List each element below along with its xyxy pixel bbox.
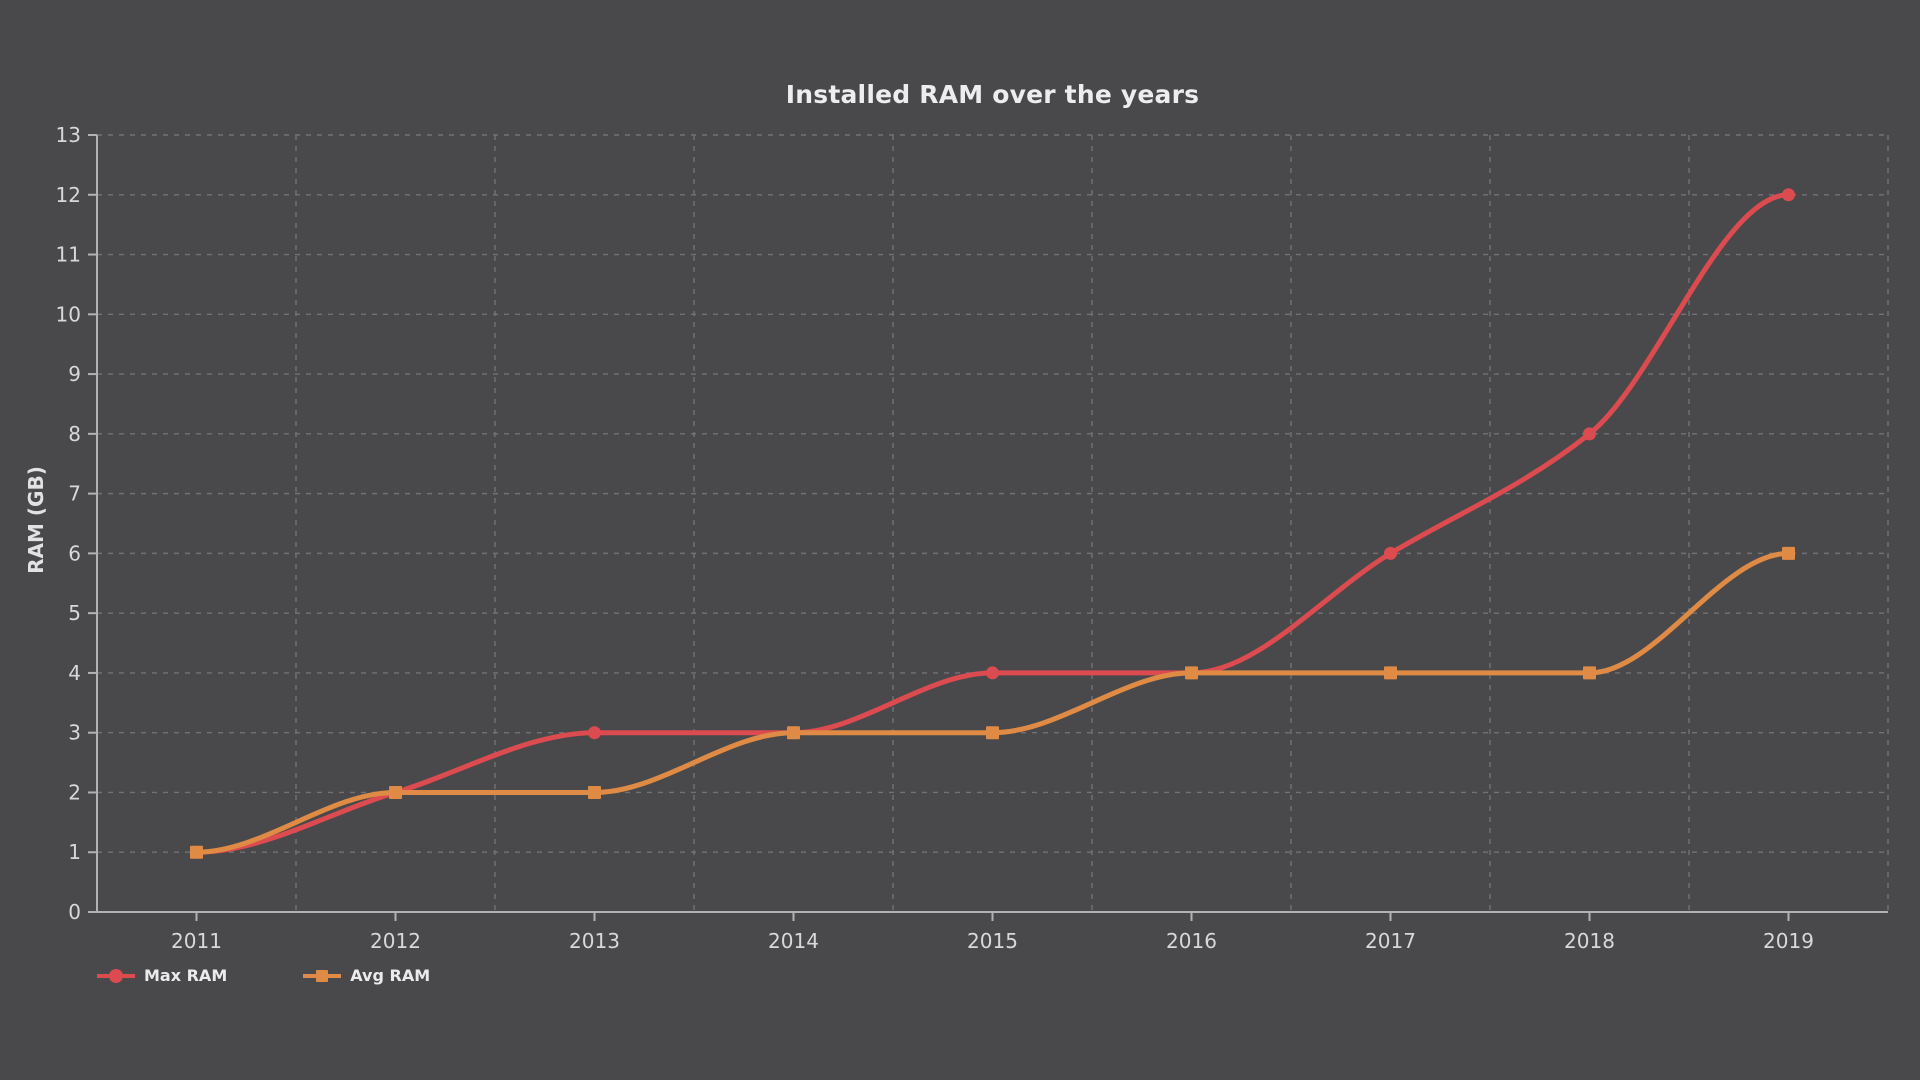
y-tick-label: 1 (68, 840, 81, 864)
series-max-ram-marker (1384, 546, 1397, 560)
x-tick-label: 2014 (768, 929, 819, 953)
series-avg-ram-marker (787, 726, 800, 740)
avg-ram-legend-marker-icon (303, 969, 342, 982)
y-tick-label: 0 (68, 900, 81, 924)
series-avg-ram-marker (1583, 666, 1596, 680)
series-max-ram-marker (986, 666, 999, 680)
y-tick-label: 11 (56, 243, 81, 267)
series-avg-ram-line (194, 550, 1791, 855)
series-max-ram-line (194, 192, 1791, 855)
legend-item-avg-ram[interactable]: Avg RAM (303, 966, 430, 985)
y-tick-label: 13 (56, 123, 81, 147)
x-tick-label: 2018 (1564, 929, 1615, 953)
y-tick-label: 3 (68, 721, 81, 745)
series-avg-ram-marker (986, 726, 999, 740)
series-avg-ram-marker (190, 845, 203, 859)
chart-title: Installed RAM over the years (785, 80, 1200, 109)
x-tick-label: 2017 (1365, 929, 1416, 953)
y-tick-label: 9 (68, 362, 81, 386)
series-avg-ram (190, 546, 1795, 859)
y-tick-label: 5 (68, 601, 81, 625)
y-tick-label: 6 (68, 541, 81, 565)
series-avg-ram-marker (389, 785, 402, 799)
y-tick-label: 8 (68, 422, 81, 446)
x-tick-label: 2011 (171, 929, 222, 953)
series-max-ram-marker (1583, 427, 1596, 441)
y-tick-label: 10 (56, 302, 81, 326)
axes (88, 134, 1888, 921)
x-tick-label: 2019 (1763, 929, 1814, 953)
y-tick-label: 4 (68, 661, 81, 685)
series-avg-ram-marker (1384, 666, 1397, 680)
x-tick-label: 2012 (370, 929, 421, 953)
series-avg-ram-marker (1185, 666, 1198, 680)
legend-item-max-ram[interactable]: Max RAM (97, 966, 227, 985)
series-max-ram-marker (1782, 188, 1795, 202)
x-tick-label: 2015 (967, 929, 1018, 953)
series-avg-ram-marker (1782, 546, 1795, 560)
legend-label-avg-ram: Avg RAM (350, 966, 431, 985)
legend: Max RAM Avg RAM (97, 966, 430, 985)
series-max-ram (190, 188, 1795, 859)
legend-label-max-ram: Max RAM (144, 966, 228, 985)
y-tick-label: 12 (56, 183, 81, 207)
series-avg-ram-marker (588, 785, 601, 799)
x-tick-label: 2016 (1166, 929, 1217, 953)
series-max-ram-marker (588, 726, 601, 740)
x-tick-label: 2013 (569, 929, 620, 953)
y-tick-label: 2 (68, 780, 81, 804)
y-tick-label: 7 (68, 482, 81, 506)
max-ram-legend-marker-icon (97, 968, 135, 983)
